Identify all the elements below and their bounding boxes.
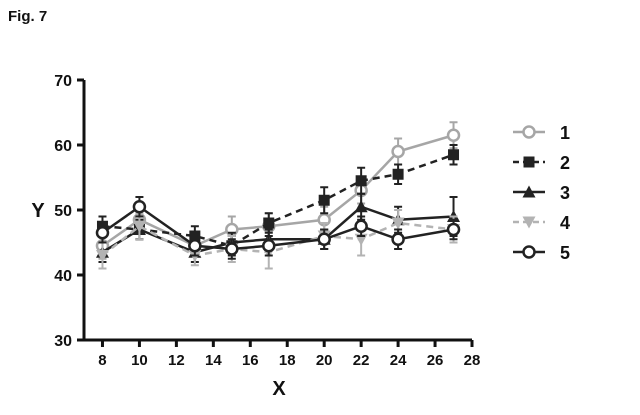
legend-item-5: 5 [513,243,570,263]
x-tick-label: 16 [242,352,259,369]
data-point [448,149,459,160]
chart-series [96,122,460,268]
legend-marker [524,127,535,138]
data-point [393,146,404,157]
legend-label: 4 [560,213,570,233]
legend-marker [524,247,535,258]
legend-item-4: 4 [513,213,570,233]
y-tick-label: 30 [54,333,72,350]
y-tick-label: 50 [54,203,72,220]
legend-item-2: 2 [513,153,570,173]
data-point [319,195,330,206]
chart-legend: 1 2 3 4 5 [513,123,570,263]
y-tick-label: 60 [54,138,72,155]
x-tick-label: 28 [464,352,481,369]
legend-item-1: 1 [513,123,570,143]
data-point [97,227,108,238]
data-point [319,234,330,245]
legend-label: 2 [560,153,570,173]
data-point [355,200,368,212]
data-point [356,221,367,232]
x-tick-label: 26 [427,352,444,369]
legend-item-3: 3 [513,183,570,203]
x-tick-label: 20 [316,352,333,369]
y-axis-title: Y [31,200,45,222]
data-point [263,240,274,251]
x-tick-label: 8 [98,352,106,369]
legend-marker [524,157,535,168]
data-point [189,240,200,251]
y-tick-label: 40 [54,268,72,285]
x-tick-label: 14 [205,352,222,369]
data-point [356,175,367,186]
x-tick-label: 12 [168,352,185,369]
data-point [263,218,274,229]
legend-label: 1 [560,123,570,143]
data-point [393,234,404,245]
legend-label: 3 [560,183,570,203]
data-point [393,169,404,180]
y-tick-label: 70 [54,73,72,90]
x-tick-label: 18 [279,352,296,369]
x-axis-title: X [272,378,286,400]
data-point [134,201,145,212]
x-tick-label: 22 [353,352,370,369]
data-point [226,244,237,255]
legend-label: 5 [560,243,570,263]
data-point [448,130,459,141]
x-tick-label: 10 [131,352,148,369]
x-tick-label: 24 [390,352,407,369]
series-3 [96,194,460,262]
data-point [448,224,459,235]
